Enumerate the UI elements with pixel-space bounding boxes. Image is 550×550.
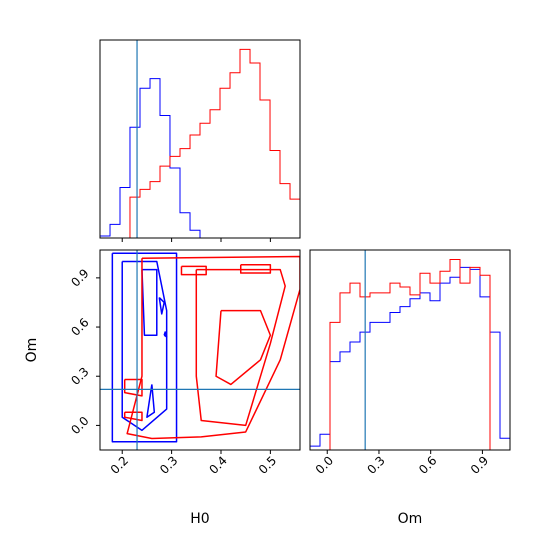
contour-frame bbox=[99, 249, 301, 451]
y-axis-label-om: Om bbox=[24, 338, 40, 363]
contour-x-tick-label: 0.4 bbox=[206, 453, 229, 476]
histogram-frame bbox=[309, 249, 511, 451]
histogram-x-tick-label: 0.0 bbox=[313, 453, 336, 476]
contour-y-tick-label: 0.3 bbox=[68, 365, 91, 388]
histogram-series-1 bbox=[100, 78, 300, 238]
contour-line-series-2 bbox=[215, 309, 272, 386]
contour-line-series-1 bbox=[141, 268, 158, 336]
histogram-panel-om: 0.0 0.3 0.6 0.9 bbox=[309, 249, 511, 477]
contour-line-series-2 bbox=[123, 378, 143, 397]
contour-line-series-1 bbox=[163, 331, 168, 338]
contour-x-tick-label: 0.2 bbox=[108, 453, 131, 476]
contour-line-series-2 bbox=[195, 268, 286, 427]
histogram-panel-h0 bbox=[99, 39, 301, 242]
x-axis-label-om: Om bbox=[398, 511, 423, 527]
contour-line-series-2 bbox=[180, 265, 207, 276]
contour-y-tick-label: 0.9 bbox=[68, 266, 91, 289]
contour-panel-om-vs-h0: 0.2 0.3 0.4 0.5 0.0 0.3 0.6 0.9 bbox=[68, 249, 301, 477]
histogram-frame bbox=[99, 39, 301, 239]
contour-line-series-1 bbox=[121, 260, 168, 432]
x-axis-label-h0: H0 bbox=[190, 511, 209, 527]
contour-line-series-1 bbox=[146, 384, 156, 418]
contour-line-series-1 bbox=[158, 297, 165, 315]
contour-line-series-2 bbox=[239, 264, 272, 274]
contour-y-tick-label: 0.6 bbox=[68, 315, 91, 338]
contour-y-tick-label: 0.0 bbox=[68, 414, 91, 437]
contour-x-tick-label: 0.5 bbox=[256, 453, 279, 476]
histogram-x-tick-label: 0.9 bbox=[468, 453, 491, 476]
contour-line-series-2 bbox=[126, 255, 300, 440]
contour-x-tick-label: 0.3 bbox=[157, 453, 180, 476]
histogram-series-2 bbox=[310, 259, 510, 450]
histogram-series-1 bbox=[310, 266, 510, 450]
histogram-x-tick-label: 0.3 bbox=[364, 453, 387, 476]
contour-line-series-2 bbox=[123, 411, 143, 422]
histogram-x-tick-label: 0.6 bbox=[416, 453, 439, 476]
histogram-series-2 bbox=[100, 48, 300, 238]
contour-line-series-1 bbox=[111, 252, 178, 443]
